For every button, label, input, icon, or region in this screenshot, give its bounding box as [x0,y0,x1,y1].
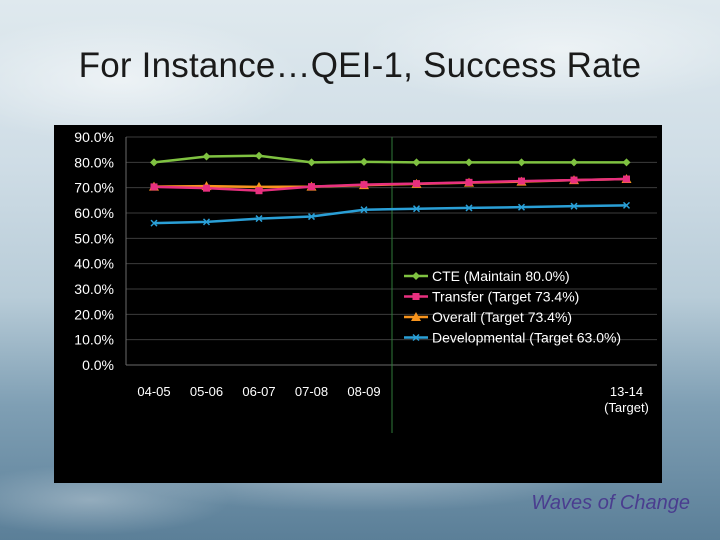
legend-marker [412,293,420,300]
x-tick-label: 05-06 [190,384,223,399]
y-tick-label: 90.0% [74,129,114,145]
series-3-point [202,218,211,226]
series-3-point [255,215,263,223]
y-tick-label: 10.0% [74,332,114,348]
series-3-point [412,205,421,213]
footer-tagline: Waves of Change [531,492,690,514]
legend-marker [412,272,420,280]
series-1-point [255,187,263,195]
series-0-point [622,158,631,167]
chart-area: 0.0% 10.0% 20.0% 30.0% 40.0% 50.0% 60.0% 70.0% 8… [54,125,662,483]
series-0-point [150,158,158,167]
y-tick-label: 60.0% [74,205,114,221]
legend-label: Developmental (Target 63.0%) [432,330,621,346]
series-0-point [202,152,211,161]
x-tick-label: 08-09 [347,384,380,399]
series-0-point [412,158,421,167]
slide-title: For Instance…QEI-1, Success Rate [78,46,642,85]
series-line-1 [153,177,627,192]
series-3-point [622,201,631,209]
series-1-point [150,183,158,191]
series-3-point [150,219,158,227]
x-tick-label: 06-07 [242,384,275,399]
series-3-point [360,206,368,214]
series-line-0 [153,154,627,164]
x-tick-label: 13-14 [610,384,643,399]
series-3-point [307,213,316,221]
series-1-point [518,177,525,185]
series-1-point [465,178,473,186]
series-1-point [623,175,630,183]
x-tick-label: 07-08 [295,384,328,399]
legend-marker [411,312,421,321]
series-1-point [203,184,210,192]
y-tick-label: 20.0% [74,306,114,322]
y-tick-label: 80.0% [74,154,114,170]
legend-label: Transfer (Target 73.4%) [432,289,579,305]
series-3-point [465,204,473,212]
series-0-point [307,158,316,167]
series-0-point [465,158,473,167]
series-0-point [255,151,263,160]
y-tick-label: 30.0% [74,281,114,297]
legend-label: CTE (Maintain 80.0%) [432,268,570,284]
x-tick-label: 04-05 [137,384,170,399]
series-1-point [360,181,368,189]
series-1-point [570,176,578,184]
series-3-point [517,203,526,211]
y-tick-label: 50.0% [74,230,114,246]
legend-marker [412,333,420,342]
series-1-point [413,180,420,188]
x-tick-sublabel: (Target) [604,400,649,415]
y-tick-label: 0.0% [82,357,114,373]
series-0-point [570,158,578,167]
y-tick-label: 40.0% [74,256,114,272]
series-0-point [360,157,368,166]
legend-label: Overall (Target 73.4%) [432,309,572,325]
series-0-point [517,158,526,167]
series-1-point [308,183,315,191]
series-line-3 [153,204,627,225]
series-3-point [570,202,578,210]
y-tick-label: 70.0% [74,180,114,196]
line-chart: 0.0% 10.0% 20.0% 30.0% 40.0% 50.0% 60.0% 70.0% 8… [74,129,657,433]
